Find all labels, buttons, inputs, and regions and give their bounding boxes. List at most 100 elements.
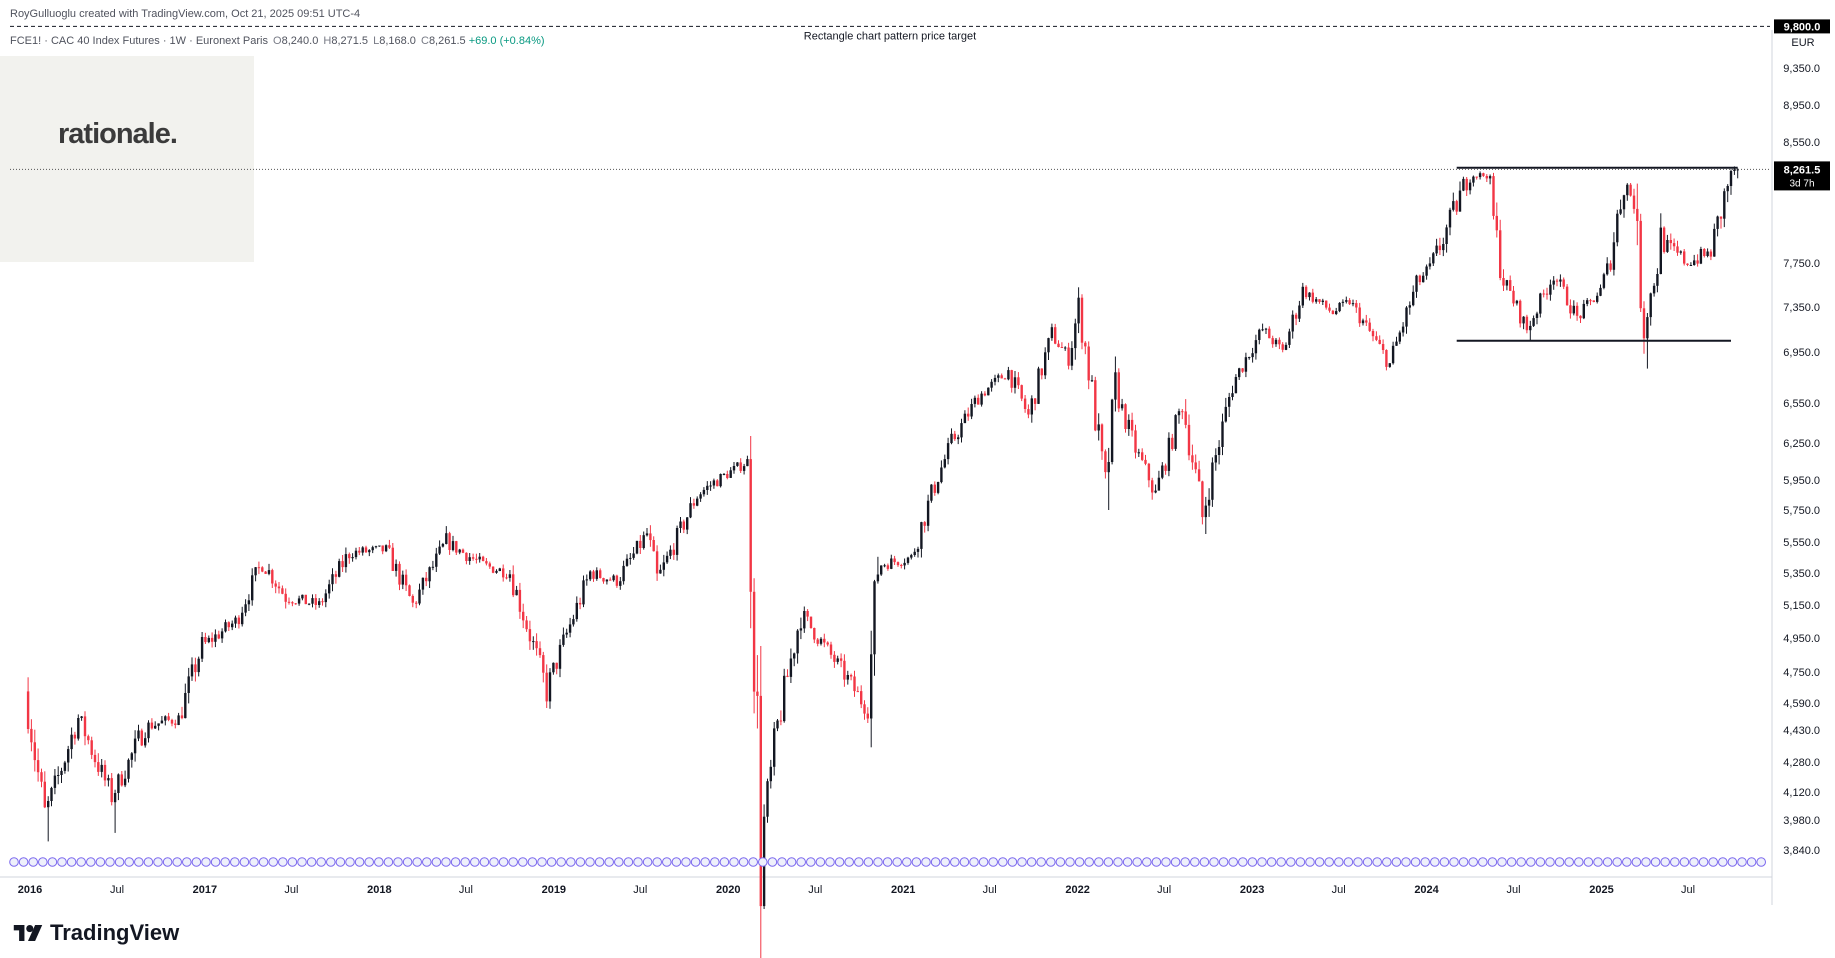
event-marker[interactable] (594, 857, 605, 867)
event-marker[interactable] (316, 857, 327, 867)
event-marker[interactable] (815, 857, 826, 867)
event-marker[interactable] (1670, 857, 1680, 867)
event-marker[interactable] (364, 857, 375, 867)
event-marker[interactable] (1122, 857, 1133, 867)
event-marker[interactable] (278, 857, 288, 867)
event-marker[interactable] (1362, 857, 1373, 867)
event-marker[interactable] (796, 857, 807, 867)
event-marker[interactable] (690, 857, 701, 867)
event-marker[interactable] (537, 857, 547, 867)
event-marker[interactable] (258, 857, 269, 867)
event-marker[interactable] (1718, 857, 1728, 867)
event-marker[interactable] (1142, 857, 1152, 867)
event-marker[interactable] (1583, 857, 1594, 867)
event-marker[interactable] (402, 857, 413, 867)
event-marker[interactable] (623, 857, 634, 867)
event-marker[interactable] (268, 857, 279, 867)
event-marker[interactable] (1343, 857, 1354, 867)
event-marker[interactable] (1410, 857, 1421, 867)
event-marker[interactable] (412, 857, 423, 867)
event-marker[interactable] (969, 857, 979, 867)
event-marker[interactable] (1286, 857, 1296, 867)
event-marker[interactable] (575, 857, 586, 867)
event-marker[interactable] (1094, 857, 1104, 867)
event-marker[interactable] (1257, 857, 1267, 867)
event-marker[interactable] (1247, 857, 1258, 867)
event-marker[interactable] (172, 857, 182, 867)
event-marker[interactable] (959, 857, 970, 867)
event-marker[interactable] (1449, 857, 1459, 867)
event-marker[interactable] (1574, 857, 1584, 867)
event-marker[interactable] (566, 857, 576, 867)
event-marker[interactable] (105, 857, 115, 867)
event-marker[interactable] (1132, 857, 1142, 867)
event-marker[interactable] (393, 857, 403, 867)
event-marker[interactable] (153, 857, 163, 867)
event-marker[interactable] (1084, 857, 1094, 867)
event-marker[interactable] (719, 857, 730, 867)
event-marker[interactable] (1746, 857, 1757, 867)
event-marker[interactable] (508, 857, 519, 867)
event-marker[interactable] (767, 857, 778, 867)
event-marker[interactable] (1516, 857, 1526, 867)
event-marker[interactable] (182, 857, 192, 867)
event-marker[interactable] (892, 857, 903, 867)
event-marker[interactable] (1065, 857, 1075, 867)
event-marker[interactable] (1439, 857, 1450, 867)
event-marker[interactable] (335, 857, 346, 867)
event-marker[interactable] (249, 857, 259, 867)
event-marker[interactable] (671, 857, 682, 867)
event-marker[interactable] (1727, 857, 1738, 867)
event-marker[interactable] (1295, 857, 1306, 867)
event-marker[interactable] (1324, 857, 1334, 867)
event-marker[interactable] (1382, 857, 1392, 867)
event-marker[interactable] (162, 857, 173, 867)
event-marker[interactable] (1679, 857, 1690, 867)
event-marker[interactable] (306, 857, 317, 867)
event-marker[interactable] (460, 857, 471, 867)
event-marker[interactable] (1026, 857, 1037, 867)
event-marker[interactable] (662, 857, 672, 867)
event-marker[interactable] (114, 857, 125, 867)
event-marker[interactable] (825, 857, 835, 867)
event-marker[interactable] (1631, 857, 1642, 867)
event-marker[interactable] (902, 857, 912, 867)
event-marker[interactable] (374, 857, 384, 867)
event-marker[interactable] (1612, 857, 1622, 867)
event-marker[interactable] (911, 857, 922, 867)
event-marker[interactable] (297, 857, 307, 867)
event-marker[interactable] (1554, 857, 1565, 867)
event-marker[interactable] (1487, 857, 1498, 867)
event-marker[interactable] (1468, 857, 1478, 867)
event-marker[interactable] (18, 857, 29, 867)
event-marker[interactable] (38, 857, 48, 867)
event-marker[interactable] (806, 857, 816, 867)
event-marker[interactable] (1334, 857, 1344, 867)
event-marker[interactable] (700, 857, 711, 867)
event-marker[interactable] (239, 857, 250, 867)
event-marker[interactable] (9, 857, 19, 867)
event-marker[interactable] (1074, 857, 1085, 867)
event-marker[interactable] (498, 857, 509, 867)
event-marker[interactable] (921, 857, 931, 867)
event-marker[interactable] (729, 857, 739, 867)
event-marker[interactable] (748, 857, 759, 867)
event-marker[interactable] (1036, 857, 1046, 867)
event-marker[interactable] (1190, 857, 1200, 867)
event-marker[interactable] (450, 857, 461, 867)
event-marker[interactable] (1756, 857, 1766, 867)
event-marker[interactable] (1506, 857, 1517, 867)
event-marker[interactable] (479, 857, 490, 867)
event-marker[interactable] (527, 857, 538, 867)
event-marker[interactable] (124, 857, 134, 867)
event-marker[interactable] (863, 857, 874, 867)
event-marker[interactable] (1161, 857, 1171, 867)
event-marker[interactable] (134, 857, 144, 867)
event-marker[interactable] (1228, 857, 1238, 867)
event-marker[interactable] (489, 857, 499, 867)
event-marker[interactable] (1151, 857, 1162, 867)
event-marker[interactable] (191, 857, 202, 867)
event-marker[interactable] (873, 857, 883, 867)
event-marker[interactable] (1353, 857, 1363, 867)
event-marker[interactable] (1698, 857, 1709, 867)
